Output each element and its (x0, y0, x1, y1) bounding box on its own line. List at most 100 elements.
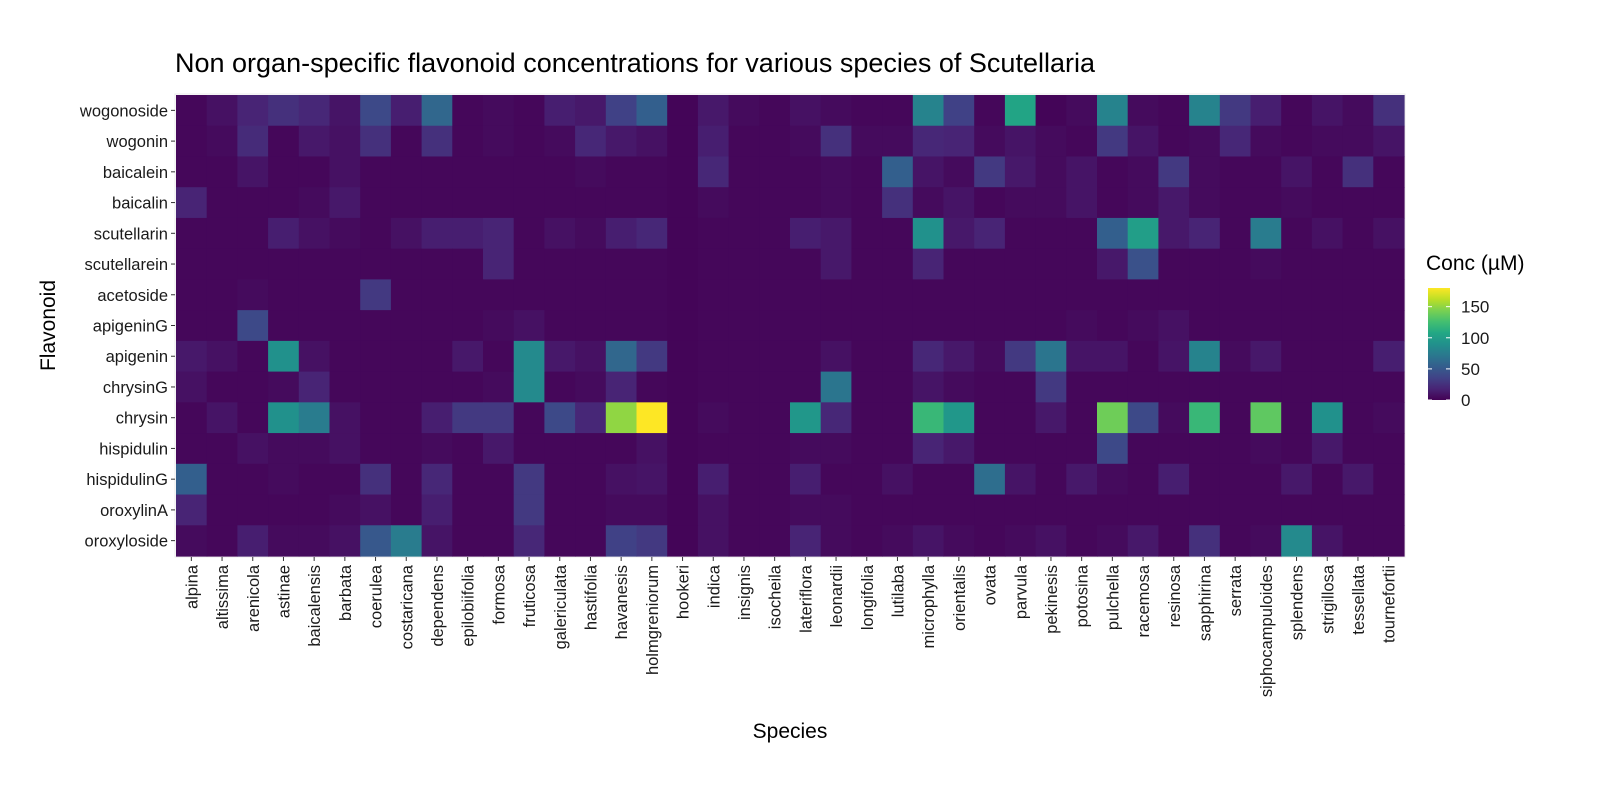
heat-tile (421, 371, 453, 403)
heat-tile (1035, 95, 1067, 127)
heat-tile (974, 371, 1006, 403)
heat-tile (790, 310, 822, 342)
heat-tile (1066, 310, 1098, 342)
heat-tile (1127, 217, 1159, 250)
heat-tile (544, 463, 576, 496)
heat-tile (544, 95, 576, 127)
x-tick-label: fruticosa (521, 564, 539, 627)
heat-tile (390, 433, 423, 465)
heat-tile (974, 463, 1006, 496)
heat-tile (759, 433, 791, 465)
heat-tile (483, 340, 515, 373)
heat-tile (1311, 433, 1344, 465)
heat-tile (605, 95, 638, 127)
heat-tile (1127, 402, 1159, 434)
heat-tile (1127, 463, 1159, 496)
heat-tile (1189, 156, 1221, 188)
heat-tile (421, 494, 453, 526)
heat-tile (1189, 340, 1221, 373)
heat-tile (1189, 402, 1221, 434)
heat-tile (360, 525, 392, 557)
heat-tile (790, 248, 822, 280)
heat-tile (820, 125, 852, 158)
heat-tile (176, 371, 208, 403)
heat-tile (943, 187, 975, 219)
heat-tile (421, 310, 453, 342)
heat-tile (1158, 402, 1190, 434)
heat-tile (1189, 371, 1221, 403)
heat-tile (1127, 494, 1159, 526)
heat-tile (1035, 463, 1067, 496)
heat-tile (636, 433, 668, 465)
heat-tile (1004, 248, 1037, 280)
heat-tile (237, 340, 269, 373)
heat-tile (452, 187, 484, 219)
heat-tile (974, 525, 1006, 557)
heat-tile (1281, 494, 1313, 526)
heat-tile (1158, 494, 1190, 526)
heat-tile (237, 310, 269, 342)
heat-tile (1281, 217, 1313, 250)
heat-tile (452, 402, 484, 434)
x-tick-label: galericulata (552, 564, 570, 649)
heat-tile (176, 156, 208, 188)
heat-tile (667, 433, 699, 465)
heat-tile (759, 310, 791, 342)
heat-tile (1281, 340, 1313, 373)
heat-tile (390, 187, 423, 219)
heat-tile (1097, 217, 1129, 250)
heat-tile (1066, 217, 1098, 250)
heat-tile (1189, 525, 1221, 557)
heat-tile (298, 156, 331, 188)
heat-tile (360, 125, 392, 158)
heat-tile (912, 95, 945, 127)
heat-tile (360, 279, 392, 311)
heat-tile (544, 371, 576, 403)
heat-tile (912, 463, 945, 496)
heat-tile (1066, 494, 1098, 526)
heat-tile (820, 95, 852, 127)
heat-tile (636, 217, 668, 250)
heat-tile (820, 463, 852, 496)
heat-tile (1250, 95, 1282, 127)
heat-tile (1004, 279, 1037, 311)
heat-tile (1311, 217, 1344, 250)
heat-tile (421, 125, 453, 158)
heat-tile (1189, 310, 1221, 342)
x-tick-label: lutilaba (889, 564, 907, 617)
heat-tile (421, 95, 453, 127)
heat-tile (1311, 310, 1344, 342)
heat-tile (206, 187, 238, 219)
heat-tile (882, 95, 914, 127)
heat-tile (1097, 402, 1129, 434)
heat-tile (974, 248, 1006, 280)
x-tick-label: lateriflora (797, 564, 815, 633)
heat-tile (1373, 125, 1405, 158)
heat-tile (1250, 217, 1282, 250)
heat-tile (1189, 95, 1221, 127)
heat-tile (667, 217, 699, 250)
heat-tile (667, 125, 699, 158)
heat-tile (298, 279, 331, 311)
heat-tile (329, 279, 361, 311)
heat-tile (1281, 402, 1313, 434)
heat-tile (759, 95, 791, 127)
heat-tile (298, 340, 331, 373)
heat-tile (851, 217, 883, 250)
heat-tile (728, 217, 760, 250)
x-tick-label: ovata (982, 564, 1000, 605)
heat-tile (605, 248, 638, 280)
x-tick-label: longifolia (859, 564, 877, 630)
heat-tile (1004, 525, 1037, 557)
heat-tile (759, 525, 791, 557)
heat-tile (790, 433, 822, 465)
heat-tile (1004, 463, 1037, 496)
x-tick-label: pekinesis (1043, 565, 1061, 634)
heat-tile (544, 525, 576, 557)
heat-tile (667, 95, 699, 127)
y-tick-label: oroxyloside (85, 533, 168, 551)
heat-tile (1066, 187, 1098, 219)
heat-tile (605, 402, 638, 434)
heat-tile (790, 371, 822, 403)
heat-tile (483, 248, 515, 280)
